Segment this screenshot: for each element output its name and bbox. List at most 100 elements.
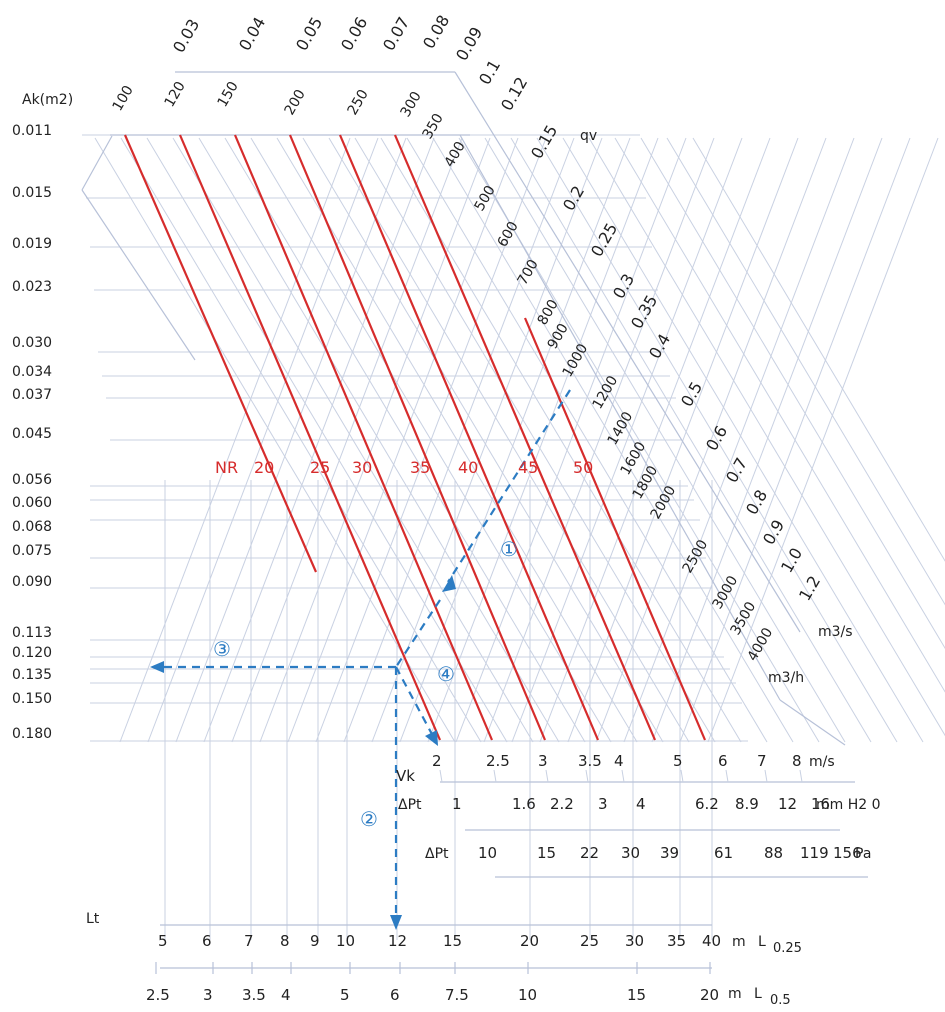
ak-tick-0-060: 0.060 xyxy=(12,495,52,511)
lt-025-tick-8: 8 xyxy=(280,932,290,950)
nr-tick-45: 45 xyxy=(518,458,538,477)
vk-tick-3: 3 xyxy=(538,752,548,770)
qv-tick-0-05: 0.05 xyxy=(292,14,326,54)
vk-tick-6: 6 xyxy=(718,752,728,770)
grid-diag-up xyxy=(259,137,491,743)
qv-unit-label: m3/s xyxy=(818,624,853,640)
ak-tick-0-135: 0.135 xyxy=(12,667,52,683)
grid-diag-up xyxy=(399,137,631,743)
vk-axis-edge xyxy=(779,699,846,746)
lt-label: Lt xyxy=(86,911,100,927)
pt-pa-tick-61: 61 xyxy=(714,844,733,862)
qh-unit-label: m3/h xyxy=(768,670,804,686)
grid-diag-up xyxy=(539,137,771,743)
qh-axis-line xyxy=(459,134,781,701)
grid-diag-down xyxy=(224,137,586,743)
lt-05-tick-10: 10 xyxy=(518,986,537,1004)
vk-tick-mark xyxy=(621,769,625,783)
lt-05-tick-7-5: 7.5 xyxy=(445,986,469,1004)
nr-line-45 xyxy=(393,134,657,741)
lt-025-tick-15: 15 xyxy=(443,932,462,950)
pt-mm-tick-16: 16 xyxy=(811,795,830,813)
path-step-1-line xyxy=(447,389,571,583)
qv-axis-line xyxy=(454,71,801,633)
lt-025-tick-10: 10 xyxy=(336,932,355,950)
qv-tick-0-4: 0.4 xyxy=(645,330,674,362)
grid-diag-up xyxy=(427,137,659,743)
qv-tick-0-04: 0.04 xyxy=(235,14,269,54)
grid-diag-down xyxy=(172,137,534,743)
ak-tick-0-075: 0.075 xyxy=(12,543,52,559)
grid-diag-down xyxy=(146,137,508,743)
nr-label: NR xyxy=(215,458,238,477)
grid-diag-down xyxy=(432,137,794,743)
ak-tick-0-015: 0.015 xyxy=(12,185,52,201)
grid-diag-up xyxy=(371,137,603,743)
qh-tick-150: 150 xyxy=(215,79,242,110)
nr-line-40 xyxy=(338,134,600,741)
grid-diag-down xyxy=(406,137,768,743)
path-step-label-2: ② xyxy=(360,807,378,831)
vk-tick-mark xyxy=(799,769,803,783)
grid-diag-down xyxy=(354,137,716,743)
vk-tick-mark xyxy=(439,769,443,783)
pt-mm-tick-12: 12 xyxy=(778,795,797,813)
lt-05-tick-3: 3 xyxy=(203,986,213,1004)
grid-diag-up xyxy=(567,137,799,743)
qv-tick-0-7: 0.7 xyxy=(722,454,751,486)
chart-grid xyxy=(82,134,945,940)
grid-diag-down xyxy=(94,137,456,743)
lt-05-unit-label: m xyxy=(728,986,742,1002)
pt-mm-tick-4: 4 xyxy=(636,795,646,813)
lt-025-tick-20: 20 xyxy=(520,932,539,950)
grid-diag-up xyxy=(511,137,743,743)
nr-tick-35: 35 xyxy=(410,458,430,477)
qv-tick-0-1: 0.1 xyxy=(475,56,504,88)
qv-tick-0-2: 0.2 xyxy=(559,182,588,214)
qh-tick-350: 350 xyxy=(420,111,447,142)
lt-05-suffix-main: L xyxy=(754,986,762,1002)
lt-05-tick-15: 15 xyxy=(627,986,646,1004)
nr-tick-20: 20 xyxy=(254,458,274,477)
nr-tick-25: 25 xyxy=(310,458,330,477)
grid-diag-up xyxy=(651,137,883,743)
ak-axis-edge xyxy=(81,189,196,361)
nr-line-35 xyxy=(288,134,547,741)
ak-tick-0-011: 0.011 xyxy=(12,123,52,139)
pt-mm-tick-2-2: 2.2 xyxy=(550,795,574,813)
vk-unit-label: m/s xyxy=(809,754,835,770)
grid-diag-down xyxy=(328,137,690,743)
ak-tick-0-019: 0.019 xyxy=(12,236,52,252)
grid-diag-down xyxy=(588,137,945,737)
grid-diag-down xyxy=(692,137,945,562)
ak-tick-0-030: 0.030 xyxy=(12,335,52,351)
pt-mm-tick-3: 3 xyxy=(598,795,608,813)
grid-diag-up xyxy=(231,137,463,743)
path-step-label-3: ③ xyxy=(213,637,231,661)
nr-lines xyxy=(123,134,707,741)
pt-mm-tick-8-9: 8.9 xyxy=(735,795,759,813)
grid-diag-down xyxy=(484,137,846,743)
vk-tick-4: 4 xyxy=(614,752,624,770)
lt-05-tick-5: 5 xyxy=(340,986,350,1004)
lt-025-tick-5: 5 xyxy=(158,932,168,950)
grid-diag-down xyxy=(120,137,482,743)
example-path xyxy=(150,389,571,930)
qv-axis-label: qv xyxy=(580,128,597,144)
qv-tick-0-5: 0.5 xyxy=(677,378,706,410)
vk-tick-mark xyxy=(585,769,589,783)
chart-axes xyxy=(81,71,868,974)
grid-diag-down xyxy=(276,137,638,743)
grid-diag-up xyxy=(175,137,407,743)
grid-diag-down xyxy=(302,137,664,743)
path-step-label-4: ④ xyxy=(437,662,455,686)
nr-tick-50: 50 xyxy=(573,458,593,477)
lt-025-suffix-sub: 0.25 xyxy=(773,941,802,956)
path-arrowhead xyxy=(150,661,164,673)
grid-diag-up xyxy=(287,137,519,743)
pt-pa-tick-22: 22 xyxy=(580,844,599,862)
pt-mm-tick-1-6: 1.6 xyxy=(512,795,536,813)
qv-tick-0-25: 0.25 xyxy=(587,220,621,260)
grid-diag-down xyxy=(536,137,898,743)
